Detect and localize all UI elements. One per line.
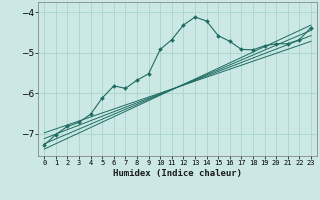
X-axis label: Humidex (Indice chaleur): Humidex (Indice chaleur)	[113, 169, 242, 178]
